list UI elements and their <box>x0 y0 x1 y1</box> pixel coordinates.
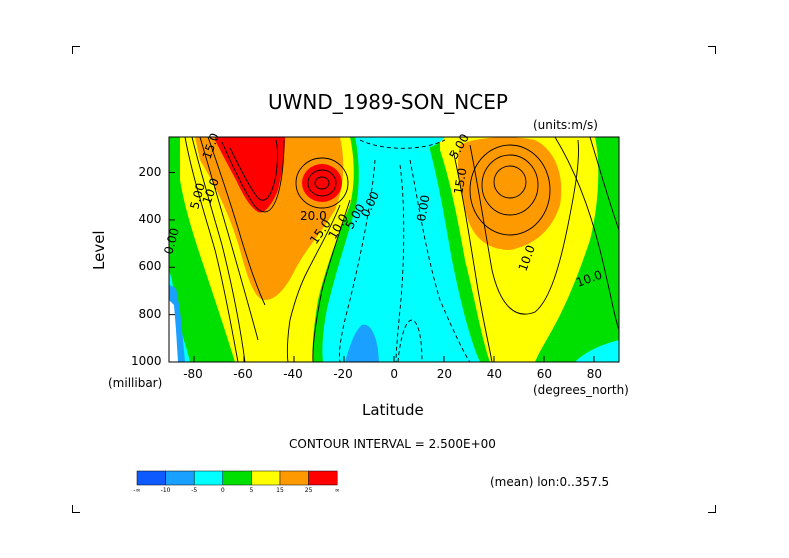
corner-mark-bottom-left <box>72 505 80 513</box>
color-bar-label: 5 <box>249 487 253 494</box>
color-bar-swatch <box>136 470 166 486</box>
x-tick-label: 80 <box>586 367 603 381</box>
x-tick-label: 20 <box>436 367 453 381</box>
color-bar-label: 15 <box>276 487 284 494</box>
x-tick-label: 60 <box>536 367 553 381</box>
x-axis-label: Latitude <box>362 401 424 419</box>
y-tick-label: 800 <box>138 306 162 321</box>
color-bar-label: ∞ <box>335 487 340 494</box>
contour-fill-area <box>169 137 619 362</box>
x-tick-label: -60 <box>233 367 253 381</box>
color-bar-label: -5 <box>191 487 197 494</box>
contour-label: 15.0 <box>451 167 469 196</box>
color-bar-swatch <box>165 470 195 486</box>
color-bar-swatch <box>222 470 252 486</box>
contour-label: 0.00 <box>161 226 181 255</box>
color-bar-label: 0 <box>221 487 225 494</box>
chart-title: UWND_1989-SON_NCEP <box>268 90 508 114</box>
color-bar-swatch <box>193 470 224 486</box>
color-bar-label: -10 <box>161 487 171 494</box>
color-bar-swatch <box>251 470 281 486</box>
color-bar-label: -∞ <box>133 487 140 494</box>
units-label: (units:m/s) <box>533 118 598 132</box>
color-bar-swatch <box>279 470 309 486</box>
footer-mean-lon-text: (mean) lon:0..357.5 <box>490 475 610 489</box>
y-tick-label: 1000 <box>131 354 162 368</box>
x-units-label: (degrees_north) <box>533 383 629 397</box>
color-bar <box>136 470 338 486</box>
x-tick-label: -40 <box>283 367 303 381</box>
x-tick-label: 0 <box>390 367 399 381</box>
corner-mark-bottom-right <box>708 505 716 513</box>
y-axis-label: Level <box>90 230 108 270</box>
contour-label: 5.00 <box>187 181 207 210</box>
contour-label: 0.00 <box>414 194 432 223</box>
y-units-label: (millibar) <box>108 376 163 390</box>
x-tick-label: -20 <box>333 367 353 381</box>
color-bar-swatch <box>308 470 338 486</box>
y-tick-label: 600 <box>138 259 162 274</box>
corner-mark-top-left <box>72 46 80 54</box>
contour-interval-text: CONTOUR INTERVAL = 2.500E+00 <box>289 437 496 451</box>
y-tick-label: 200 <box>138 164 162 179</box>
x-tick-label: 40 <box>486 367 503 381</box>
color-bar-label: 25 <box>305 487 313 494</box>
corner-mark-top-right <box>708 46 716 54</box>
x-tick-label: -80 <box>183 367 203 381</box>
y-tick-label: 400 <box>138 211 162 226</box>
contour-label: 20.0 <box>300 209 327 223</box>
